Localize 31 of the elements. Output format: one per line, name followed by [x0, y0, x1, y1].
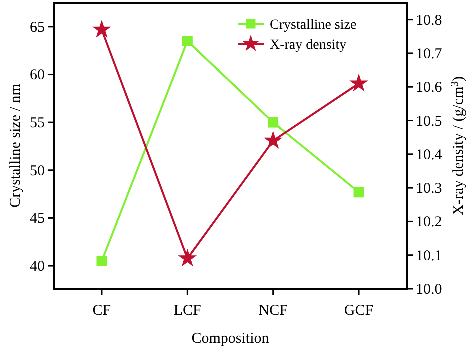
point: [350, 74, 368, 92]
point: [268, 117, 279, 128]
point: [96, 256, 108, 267]
y-tick-label: 45: [30, 211, 45, 228]
y-tick-label: 55: [30, 116, 45, 132]
y2-tick-label: 10.6: [416, 80, 443, 96]
point: [178, 248, 198, 267]
point: [92, 20, 112, 38]
y2-tick-label: 10.0: [416, 282, 442, 298]
legend-label: X-ray density: [270, 38, 347, 53]
y2-tick-label: 10.5: [416, 114, 442, 130]
y2-tick-label: 10.2: [416, 214, 442, 231]
y2-tick-label: 10.3: [416, 181, 442, 198]
y-tick-label: 60: [30, 68, 45, 84]
y2-tick-label: 10.8: [416, 12, 442, 29]
x-tick-label: CF: [92, 303, 112, 319]
x-axis-title: Composition: [192, 331, 270, 347]
point: [354, 187, 364, 198]
y2-tick-label: 10.1: [416, 248, 442, 264]
y2-tick-label: 10.4: [416, 147, 443, 164]
x-tick-label: NCF: [258, 303, 288, 319]
point: [264, 131, 283, 149]
x-tick-label: LCF: [174, 303, 202, 319]
point: [182, 36, 193, 47]
y-tick-label: 65: [30, 20, 45, 36]
y-tick-label: 40: [30, 259, 45, 276]
legend-label: Crystalline size: [270, 18, 357, 33]
y-tick-label: 50: [30, 163, 45, 180]
x-tick-label: GCF: [344, 303, 374, 319]
y2-tick-label: 10.7: [416, 46, 443, 62]
y-axis-title: Crystalline size / nm: [8, 84, 24, 208]
